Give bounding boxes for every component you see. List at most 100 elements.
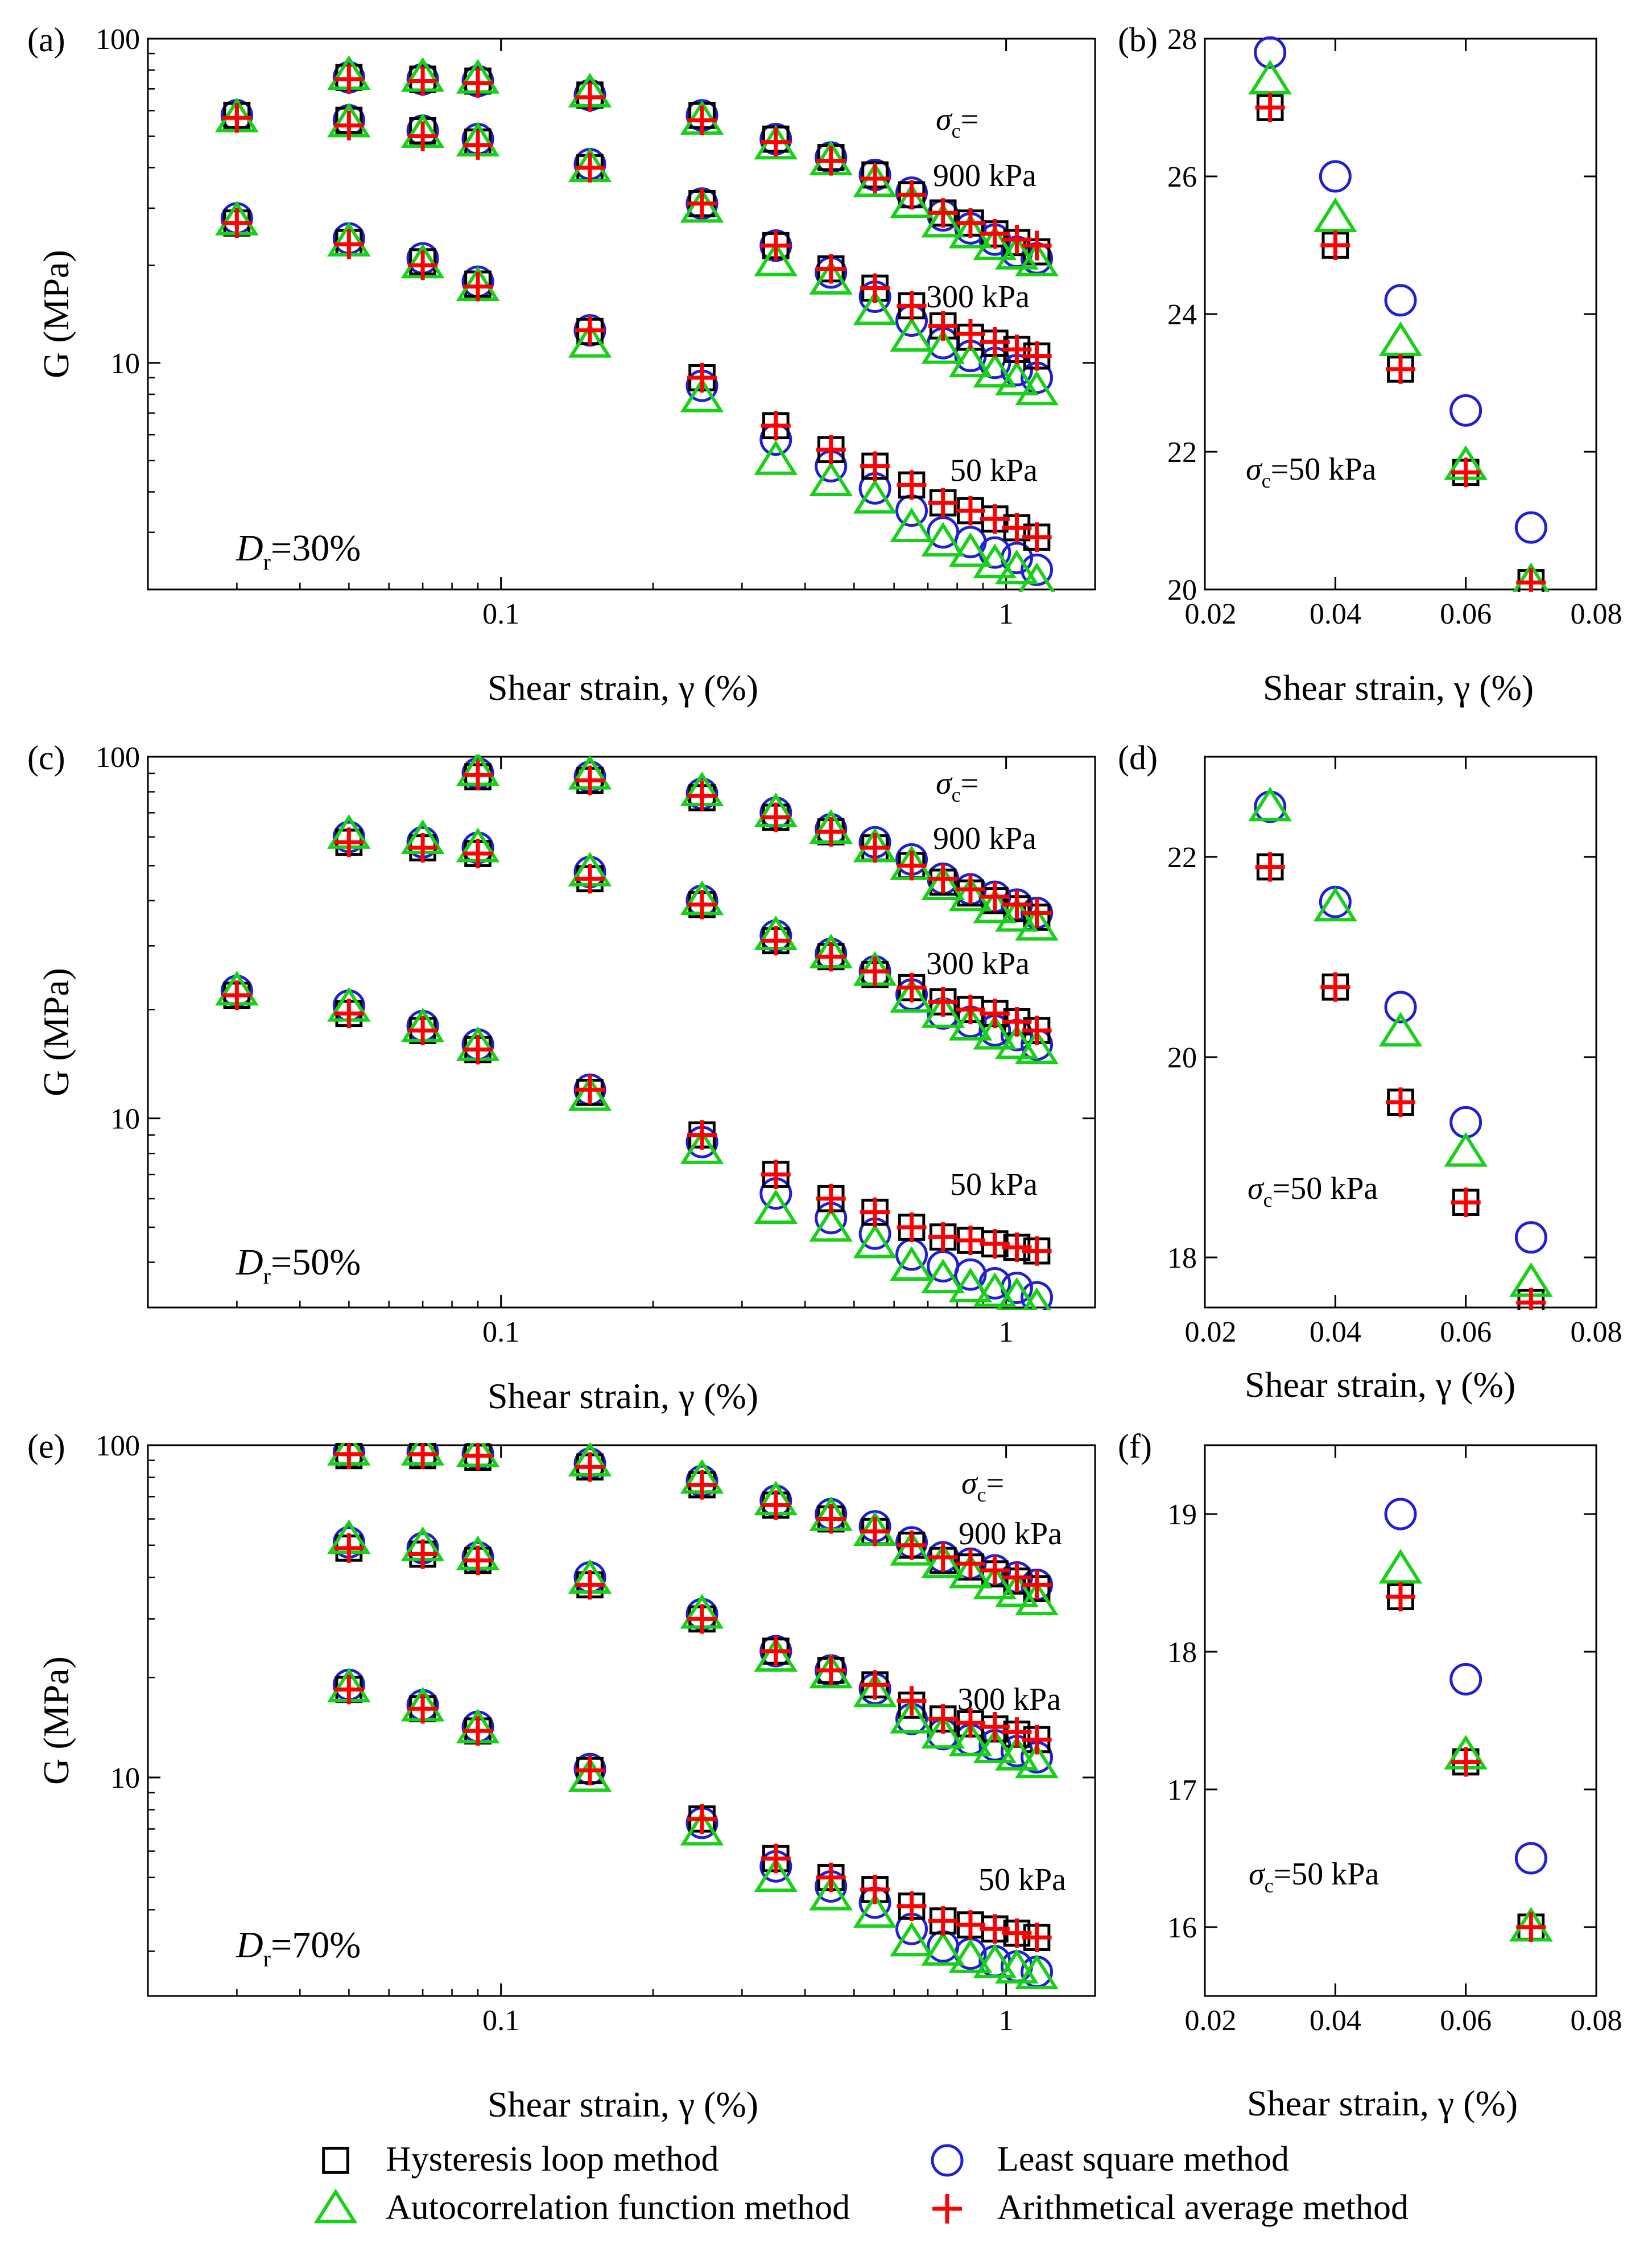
- autocorr-point: [996, 1277, 1038, 1310]
- x-tick-label: 0.02: [1185, 598, 1237, 630]
- average-point: [575, 864, 605, 894]
- y-tick-label: 100: [96, 23, 140, 56]
- autocorr-point: [680, 1810, 724, 1846]
- average-point: [575, 1452, 605, 1482]
- least_square-point: [1449, 394, 1482, 427]
- chart-panel-a: 0.1 1 10 100 (a) Shear strain, γ (%) G (MPa) Dr…: [27, 21, 1096, 708]
- average-point: [334, 1674, 364, 1705]
- plot-frame: [147, 1444, 1096, 1997]
- autocorr-point: [1015, 906, 1059, 941]
- least_square-point: [1449, 1663, 1482, 1696]
- x-tick-label: 1: [999, 1316, 1014, 1348]
- average-point: [1002, 1232, 1032, 1263]
- average-point: [463, 1545, 493, 1575]
- average-point: [1386, 1087, 1415, 1117]
- average-point: [575, 1570, 605, 1600]
- average-point: [687, 1470, 717, 1500]
- autocorr-point: [973, 353, 1017, 388]
- average-point: [1002, 1717, 1032, 1747]
- data-points: [215, 55, 1059, 592]
- average-point: [897, 1530, 927, 1560]
- hysteresis-legend-marker: [322, 2147, 349, 2174]
- average-point: [408, 250, 438, 281]
- average-point: [860, 1516, 890, 1546]
- y-tick-label: 20: [1167, 1042, 1197, 1074]
- autocorr-point: [995, 1024, 1039, 1059]
- average-point: [860, 1670, 890, 1700]
- least_square-point: [1514, 1842, 1547, 1875]
- autocorr-point: [1015, 1581, 1059, 1616]
- panel-label: (c): [27, 739, 65, 777]
- autocorr-point: [680, 1129, 724, 1164]
- average-point: [761, 1636, 791, 1666]
- average-point: [463, 1443, 493, 1471]
- legend-item-autocorr: Autocorrelation function method: [313, 2188, 850, 2227]
- x-tick-label: 0.06: [1440, 1316, 1492, 1348]
- autocorr-point: [1015, 1954, 1059, 1989]
- autocorr-point: [973, 1943, 1017, 1978]
- stress-label: 900 kPa: [933, 158, 1036, 193]
- relative-density-label: Dr=30%: [236, 527, 361, 575]
- average-point: [334, 110, 364, 141]
- x-tick-label: 0.08: [1571, 2004, 1622, 2037]
- least_square-point: [1384, 1498, 1417, 1531]
- average-point: [1451, 457, 1481, 488]
- average-point: [816, 254, 846, 284]
- average-point: [1022, 1725, 1052, 1755]
- autocorr-point: [568, 1757, 612, 1792]
- average-point: [408, 1694, 438, 1724]
- autocorr-point: [890, 508, 934, 542]
- y-tick-label: 22: [1167, 842, 1197, 874]
- least_square-point: [1514, 1221, 1547, 1254]
- y-tick-label: 28: [1167, 23, 1197, 56]
- least_square-point: [1021, 1281, 1054, 1310]
- average-point: [687, 188, 717, 218]
- autocorr-point: [948, 1005, 993, 1041]
- average-point: [980, 327, 1010, 357]
- average-point: [955, 1549, 985, 1579]
- average-point: [1451, 1747, 1481, 1777]
- legend-label: Arithmetical average method: [997, 2188, 1409, 2227]
- autocorr-point: [1378, 1012, 1423, 1047]
- sigma-c-label: σc=50 kPa: [1249, 1857, 1379, 1897]
- autocorr-point: [1015, 1029, 1059, 1065]
- y-tick-label: 24: [1167, 299, 1197, 331]
- average-point: [575, 765, 605, 795]
- x-tick-label: 0.02: [1185, 2004, 1237, 2037]
- average-point: [408, 121, 438, 151]
- average-point: [897, 851, 927, 881]
- autocorr-point: [890, 1698, 934, 1734]
- average-point: [980, 1914, 1010, 1944]
- average-point: [860, 164, 890, 194]
- sigma-c-label: σc=50 kPa: [1248, 1171, 1378, 1211]
- average-point: [761, 1490, 791, 1520]
- x-axis-label: Shear strain, γ (%): [1263, 667, 1534, 708]
- average-point: [222, 103, 252, 133]
- autocorr-point: [973, 543, 1017, 579]
- average-point: [408, 1443, 438, 1469]
- average-point: [955, 496, 985, 526]
- average-point: [761, 230, 791, 261]
- plot-frame: [1204, 1444, 1597, 1997]
- autocorr-point: [921, 329, 965, 364]
- least_square-point: [1021, 553, 1054, 586]
- average-point: [928, 1906, 958, 1936]
- autocorr-point: [1444, 1132, 1488, 1167]
- average-point: [687, 362, 717, 393]
- average-point: [334, 1533, 364, 1563]
- chart-panel-b: 0.02 0.04 0.06 0.08 20 22 24 26 28 (b) Shear strai…: [1118, 21, 1622, 708]
- least_square-point: [1254, 36, 1287, 69]
- average-point: [687, 1120, 717, 1150]
- autocorr-point: [754, 1189, 798, 1224]
- autocorr-point: [995, 549, 1039, 584]
- average-point: [860, 451, 890, 481]
- average-point: [687, 889, 717, 919]
- autocorr-point: [890, 977, 934, 1013]
- legend-label: Least square method: [997, 2140, 1289, 2179]
- average-point: [408, 1016, 438, 1046]
- autocorr-point: [1022, 1287, 1051, 1310]
- data-points: [327, 1443, 1059, 1989]
- panel-label: (a): [27, 21, 65, 59]
- average-point: [1255, 93, 1285, 122]
